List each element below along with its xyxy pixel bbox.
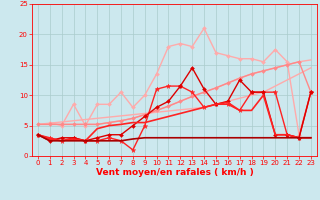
X-axis label: Vent moyen/en rafales ( km/h ): Vent moyen/en rafales ( km/h ) (96, 168, 253, 177)
